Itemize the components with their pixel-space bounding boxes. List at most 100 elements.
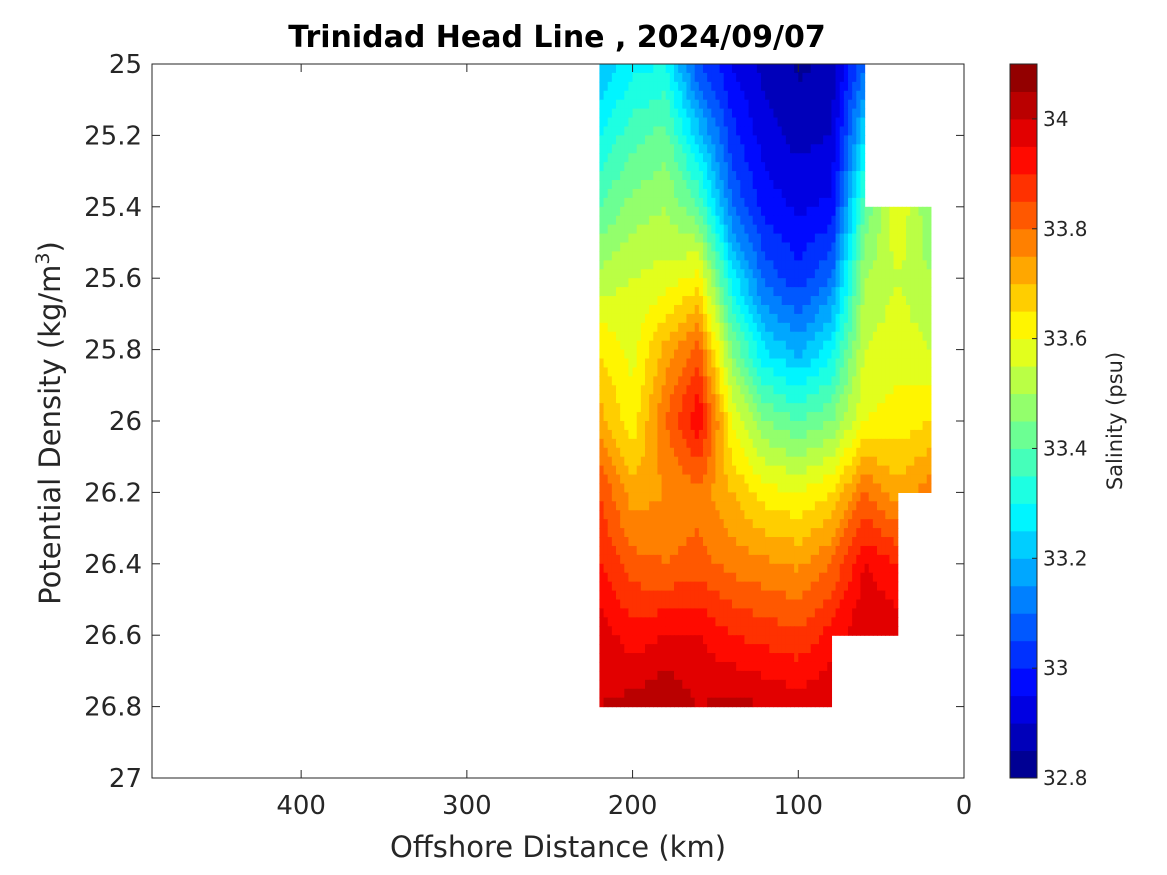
contour-cell [703,537,708,547]
contour-cell [719,81,725,92]
contour-cell [761,269,766,279]
contour-cell [636,670,642,681]
contour-cell [926,313,932,324]
contour-cell [703,429,708,440]
contour-cell [736,438,741,449]
contour-cell [897,260,903,270]
contour-cell [686,429,692,440]
contour-cell [657,144,663,154]
contour-cell [810,162,816,172]
contour-cell [649,108,654,119]
contour-cell [678,269,683,279]
contour-cell [707,635,712,645]
contour-cell [669,144,675,154]
contour-cell [827,108,833,119]
contour-cell [748,90,754,101]
contour-cell [769,465,775,476]
contour-cell [686,322,692,333]
contour-cell [773,438,779,449]
contour-cell [806,403,812,413]
contour-cell [632,296,638,306]
contour-cell [624,572,630,583]
contour-cell [736,635,741,645]
contour-cell [603,108,609,119]
contour-cell [794,349,799,360]
contour-cell [831,313,837,324]
contour-cell [694,403,700,413]
contour-cell [611,90,617,101]
contour-cell [715,528,721,538]
contour-cell [678,653,683,663]
contour-cell [748,144,754,154]
contour-cell [810,260,816,270]
contour-cell [682,403,688,413]
contour-cell [827,474,833,485]
contour-cell [686,456,692,467]
contour-cell [698,90,704,101]
contour-cell [661,99,667,110]
contour-cell [843,215,849,226]
contour-cell [669,367,675,377]
contour-cell [607,403,613,413]
contour-cell [682,679,688,690]
contour-cell [777,394,783,404]
contour-cell [686,572,692,583]
contour-cell [715,180,721,190]
contour-cell [616,492,621,502]
contour-cell [814,376,820,386]
contour-cell [640,626,646,636]
contour-cell [748,269,754,279]
contour-cell [893,206,899,217]
contour-cell [707,528,712,538]
contour-cell [719,483,725,493]
contour-cell [649,465,654,476]
contour-cell [748,322,754,333]
contour-cell [790,545,795,556]
contour-cell [674,269,679,279]
contour-cell [835,581,841,592]
contour-cell [914,447,920,458]
contour-cell [616,340,621,351]
contour-cell [752,626,758,636]
contour-cell [657,153,663,163]
contour-cell [707,626,712,636]
contour-cell [769,554,775,565]
contour-cell [740,599,746,610]
contour-cell [922,429,928,440]
contour-cell [926,331,932,342]
contour-cell [653,421,659,431]
contour-cell [616,581,621,592]
contour-cell [719,554,725,565]
contour-cell [773,367,779,377]
contour-cell [607,349,613,360]
contour-cell [715,635,721,645]
contour-cell [798,224,804,235]
contour-cell [761,117,766,128]
contour-cell [806,99,812,110]
contour-cell [653,162,659,172]
contour-cell [682,99,688,110]
contour-cell [727,537,733,547]
contour-cell [806,438,812,449]
contour-cell [723,81,729,92]
contour-cell [653,688,659,699]
contour-cell [839,90,845,101]
contour-cell [607,180,613,190]
contour-cell [914,233,920,244]
contour-cell [823,465,828,476]
contour-cell [674,661,679,672]
contour-cell [657,322,663,333]
contour-cell [611,661,617,672]
contour-cell [632,322,638,333]
contour-cell [707,72,712,83]
contour-cell [653,661,659,672]
contour-cell [665,563,671,574]
contour-cell [640,394,646,404]
contour-cell [881,367,886,377]
contour-cell [723,412,729,422]
contour-cell [839,144,845,154]
contour-cell [777,537,783,547]
contour-cell [794,313,799,324]
contour-cell [603,635,609,645]
contour-cell [794,322,799,333]
